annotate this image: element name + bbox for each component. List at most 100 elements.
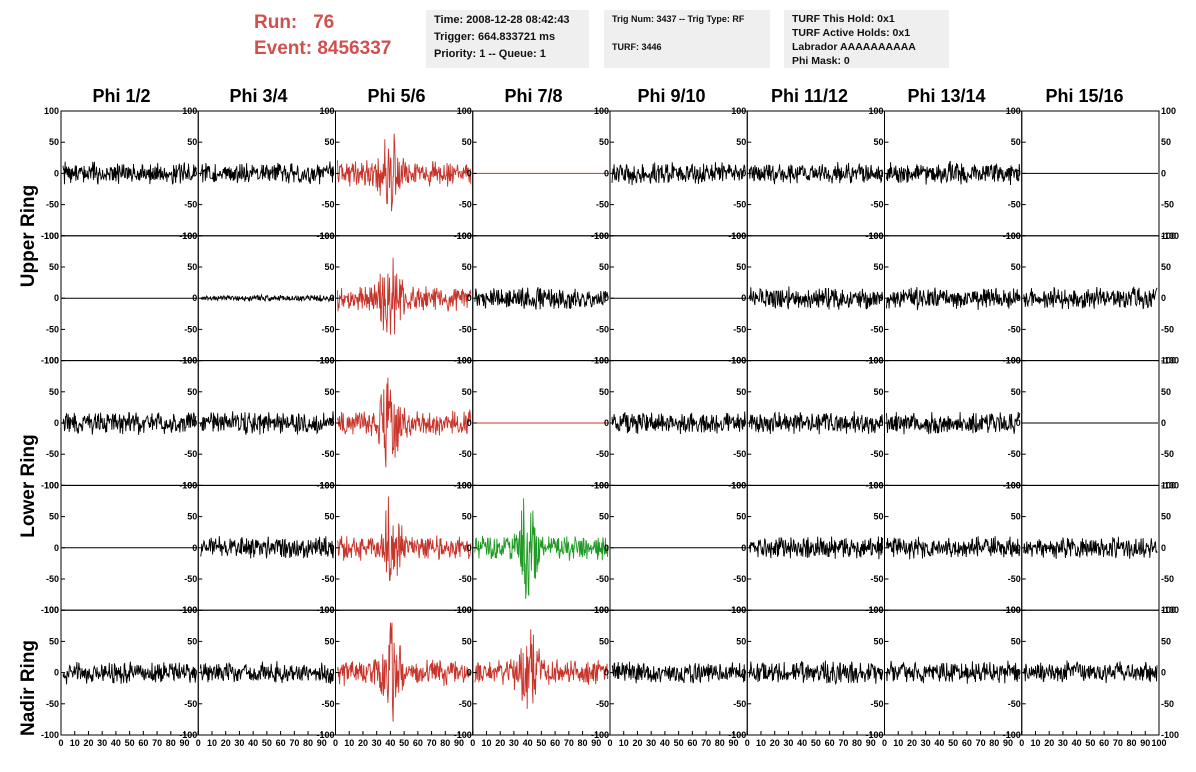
waveform-trace — [337, 257, 472, 335]
y-tick-label: 50 — [736, 512, 746, 522]
x-tick-label: 40 — [111, 738, 121, 748]
y-tick-label: -100 — [41, 231, 59, 241]
y-tick-label: 50 — [49, 137, 59, 147]
waveform-trace — [748, 536, 883, 560]
y-tick-label: 0 — [467, 168, 472, 178]
x-tick-label: 90 — [729, 738, 739, 748]
y-tick-label: 50 — [736, 137, 746, 147]
y-tick-label: 100 — [594, 480, 609, 490]
x-tick-label: 10 — [344, 738, 354, 748]
x-tick-label: 10 — [207, 738, 217, 748]
y-tick-label: 100 — [731, 231, 746, 241]
y-tick-label: -100 — [865, 730, 883, 740]
y-tick-label: 0 — [329, 543, 334, 553]
x-tick-label: 90 — [866, 738, 876, 748]
x-tick-label: 20 — [221, 738, 231, 748]
y-tick-label: -50 — [733, 699, 746, 709]
column-header-phi-5-6: Phi 5/6 — [367, 86, 426, 106]
y-tick-label: 0 — [741, 293, 746, 303]
y-tick-label: 0 — [604, 168, 609, 178]
y-tick-label: 50 — [873, 137, 883, 147]
y-tick-label: 0 — [878, 168, 883, 178]
y-tick-label: 100 — [868, 106, 883, 116]
x-tick-label: 10 — [756, 738, 766, 748]
x-tick-label: 90 — [591, 738, 601, 748]
y-tick-label: 0 — [192, 543, 197, 553]
turf-active-text: TURF Active Holds: 0x1 — [792, 27, 911, 39]
y-tick-label: -50 — [596, 324, 609, 334]
y-tick-label: 100 — [1006, 106, 1021, 116]
y-tick-label: 0 — [329, 668, 334, 678]
phi-mask-text: Phi Mask: 0 — [792, 55, 850, 67]
y-tick-label: -100 — [41, 480, 59, 490]
y-tick-label: 100 — [44, 106, 59, 116]
y-tick-label: -100 — [1161, 480, 1179, 490]
x-tick-label: 70 — [838, 738, 848, 748]
y-tick-label: 100 — [594, 231, 609, 241]
y-tick-label: -100 — [591, 730, 609, 740]
x-tick-label: 40 — [934, 738, 944, 748]
y-tick-label: 50 — [462, 137, 472, 147]
x-tick-label: 40 — [385, 738, 395, 748]
y-tick-label: -50 — [596, 574, 609, 584]
y-tick-label: -50 — [321, 699, 334, 709]
y-tick-label: -50 — [1161, 324, 1174, 334]
y-tick-label: 0 — [329, 418, 334, 428]
y-tick-label: 50 — [736, 262, 746, 272]
y-tick-label: 100 — [594, 605, 609, 615]
waveform-trace — [886, 411, 1021, 435]
y-tick-label: -50 — [321, 449, 334, 459]
y-tick-label: 50 — [49, 512, 59, 522]
y-tick-label: 50 — [599, 636, 609, 646]
x-tick-label: 20 — [83, 738, 93, 748]
y-tick-label: 50 — [49, 262, 59, 272]
y-tick-label: 0 — [741, 668, 746, 678]
y-tick-label: 50 — [187, 262, 197, 272]
y-tick-label: 100 — [868, 480, 883, 490]
y-tick-label: 50 — [324, 137, 334, 147]
y-tick-label: -50 — [459, 699, 472, 709]
x-tick-label: 30 — [97, 738, 107, 748]
waveform-trace — [199, 161, 334, 185]
y-tick-label: -50 — [596, 449, 609, 459]
x-tick-label: 10 — [70, 738, 80, 748]
waveform-trace — [199, 411, 334, 435]
column-header-phi-15-16: Phi 15/16 — [1045, 86, 1124, 106]
y-tick-label: -50 — [184, 449, 197, 459]
y-tick-label: 100 — [1161, 480, 1176, 490]
y-tick-label: -50 — [1161, 449, 1174, 459]
waveform-trace — [62, 411, 197, 435]
column-header-phi-3-4: Phi 3/4 — [229, 86, 288, 106]
x-tick-label: 70 — [976, 738, 986, 748]
y-tick-label: 0 — [604, 418, 609, 428]
y-tick-label: 0 — [1161, 293, 1166, 303]
y-tick-label: 0 — [467, 543, 472, 553]
waveform-trace — [1023, 286, 1158, 310]
y-tick-label: -50 — [321, 200, 334, 210]
x-tick-label: 20 — [907, 738, 917, 748]
x-tick-label: 0 — [196, 738, 201, 748]
y-tick-label: -100 — [41, 605, 59, 615]
y-tick-label: 50 — [1011, 262, 1021, 272]
y-tick-label: -50 — [1008, 200, 1021, 210]
y-tick-label: 100 — [319, 605, 334, 615]
x-tick-label: 0 — [607, 738, 612, 748]
y-tick-label: -50 — [1161, 699, 1174, 709]
x-tick-label: 60 — [276, 738, 286, 748]
y-tick-label: 100 — [457, 106, 472, 116]
y-tick-label: 100 — [868, 356, 883, 366]
y-tick-label: 100 — [731, 480, 746, 490]
y-tick-label: 0 — [1161, 168, 1166, 178]
y-tick-label: 0 — [1016, 418, 1021, 428]
y-tick-label: -50 — [184, 200, 197, 210]
waveform-trace — [886, 660, 1021, 684]
y-tick-label: -50 — [1008, 449, 1021, 459]
x-tick-label: 50 — [811, 738, 821, 748]
priority-text: Priority: 1 -- Queue: 1 — [434, 48, 546, 60]
y-tick-label: -50 — [1008, 574, 1021, 584]
waveform-trace — [337, 377, 472, 468]
y-tick-label: 0 — [54, 668, 59, 678]
x-tick-label: 0 — [745, 738, 750, 748]
y-tick-label: -50 — [1008, 699, 1021, 709]
x-tick-label: 90 — [317, 738, 327, 748]
